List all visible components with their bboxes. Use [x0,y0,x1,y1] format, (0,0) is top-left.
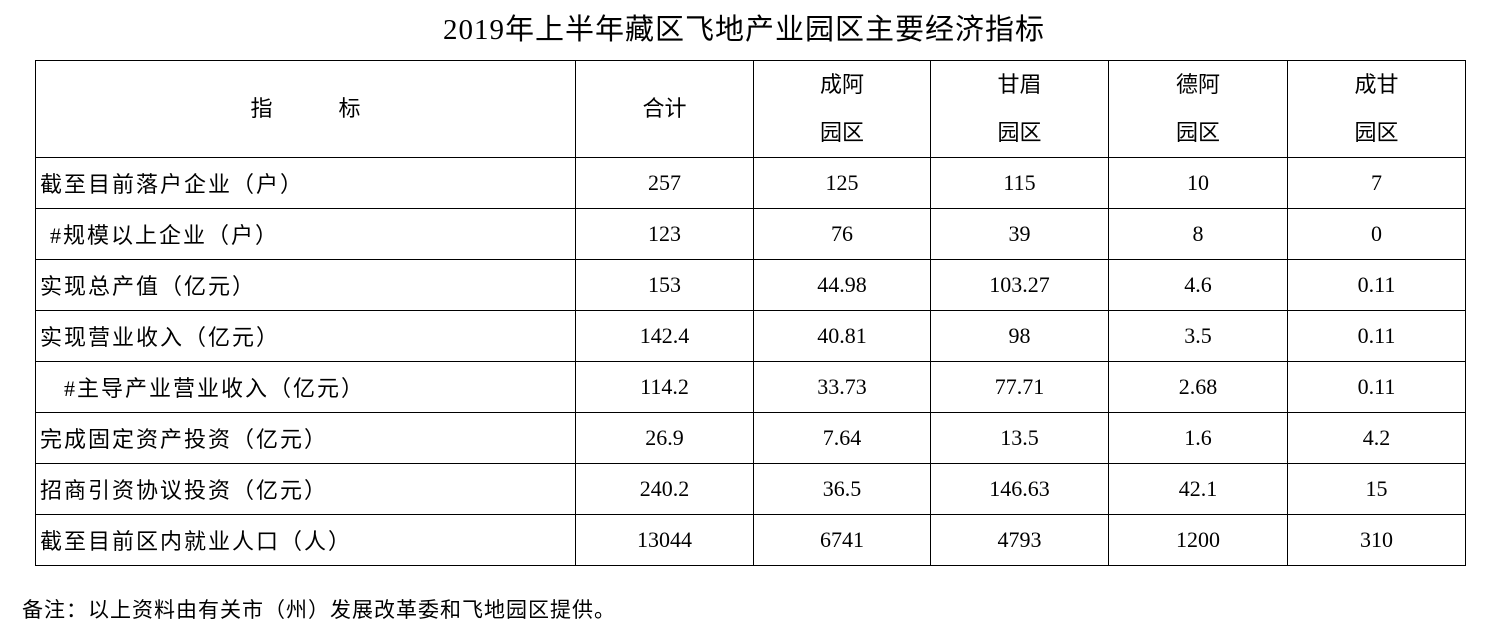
table-row: 截至目前区内就业人口（人） 13044 6741 4793 1200 310 [35,514,1466,566]
row-label: 截至目前区内就业人口（人） [35,514,576,566]
table-row: 截至目前落户企业（户） 257 125 115 10 7 [35,157,1466,209]
cell: 1200 [1108,514,1288,566]
row-label: #主导产业营业收入（亿元） [35,361,576,413]
cell: 4793 [930,514,1109,566]
cell: 39 [930,208,1109,260]
note: 备注：以上资料由有关市（州）发展改革委和飞地园区提供。 [22,598,616,622]
cell: 2.68 [1108,361,1288,413]
cell: 257 [575,157,754,209]
cell: 40.81 [753,310,931,362]
cell: 0.11 [1287,361,1466,413]
header-cell: 合计 [575,60,754,158]
cell: 36.5 [753,463,931,515]
table-row: 招商引资协议投资（亿元） 240.2 36.5 146.63 42.1 15 [35,463,1466,515]
cell: 98 [930,310,1109,362]
row-label: #规模以上企业（户） [35,208,576,260]
cell: 6741 [753,514,931,566]
cell: 10 [1108,157,1288,209]
cell: 8 [1108,208,1288,260]
cell: 7.64 [753,412,931,464]
header-line: 成阿 [819,72,864,97]
table-row: 实现营业收入（亿元） 142.4 40.81 98 3.5 0.11 [35,310,1466,362]
header-line: 园区 [1175,120,1220,145]
cell: 44.98 [753,259,931,311]
cell: 76 [753,208,931,260]
row-label: 实现总产值（亿元） [35,259,576,311]
header-line: 甘眉 [997,72,1042,97]
cell: 103.27 [930,259,1109,311]
cell: 13.5 [930,412,1109,464]
cell: 310 [1287,514,1466,566]
cell: 153 [575,259,754,311]
table-row: 实现总产值（亿元） 153 44.98 103.27 4.6 0.11 [35,259,1466,311]
cell: 1.6 [1108,412,1288,464]
table-row: #规模以上企业（户） 123 76 39 8 0 [35,208,1466,260]
header-line: 成甘 [1354,72,1399,97]
cell: 77.71 [930,361,1109,413]
row-label: 实现营业收入（亿元） [35,310,576,362]
cell: 125 [753,157,931,209]
cell: 146.63 [930,463,1109,515]
cell: 3.5 [1108,310,1288,362]
table-body: 截至目前落户企业（户） 257 125 115 10 7 #规模以上企业（户） 123 76 39… [35,157,1466,566]
row-label: 招商引资协议投资（亿元） [35,463,576,515]
row-label: 完成固定资产投资（亿元） [35,412,576,464]
title: 2019年上半年藏区飞地产业园区主要经济指标 [442,14,1045,46]
cell: 115 [930,157,1109,209]
header-cell: 成阿 园区 [753,60,931,158]
header-cell: 甘眉 园区 [930,60,1109,158]
cell: 4.2 [1287,412,1466,464]
header-line: 园区 [1354,120,1399,145]
cell: 0 [1287,208,1466,260]
header-cell: 指 标 [35,60,576,158]
header-line: 园区 [819,120,864,145]
header-line: 德阿 [1175,72,1220,97]
header-row: 指 标合计 成阿 园区 甘眉 园区 德阿 园区 成甘 园区 [35,60,1466,158]
cell: 0.11 [1287,310,1466,362]
header-cell: 德阿 园区 [1108,60,1288,158]
cell: 0.11 [1287,259,1466,311]
cell: 42.1 [1108,463,1288,515]
cell: 33.73 [753,361,931,413]
cell: 142.4 [575,310,754,362]
table-row: 完成固定资产投资（亿元） 26.9 7.64 13.5 1.6 4.2 [35,412,1466,464]
table: 指 标合计 成阿 园区 甘眉 园区 德阿 园区 成甘 园区 截至目前落户企业（户） 257 125 1… [35,60,1466,566]
cell: 26.9 [575,412,754,464]
cell: 240.2 [575,463,754,515]
cell: 114.2 [575,361,754,413]
header-cell: 成甘 园区 [1287,60,1466,158]
cell: 15 [1287,463,1466,515]
table-row: #主导产业营业收入（亿元） 114.2 33.73 77.71 2.68 0.11 [35,361,1466,413]
row-label: 截至目前落户企业（户） [35,157,576,209]
cell: 13044 [575,514,754,566]
cell: 7 [1287,157,1466,209]
header-line: 园区 [997,120,1042,145]
cell: 123 [575,208,754,260]
cell: 4.6 [1108,259,1288,311]
